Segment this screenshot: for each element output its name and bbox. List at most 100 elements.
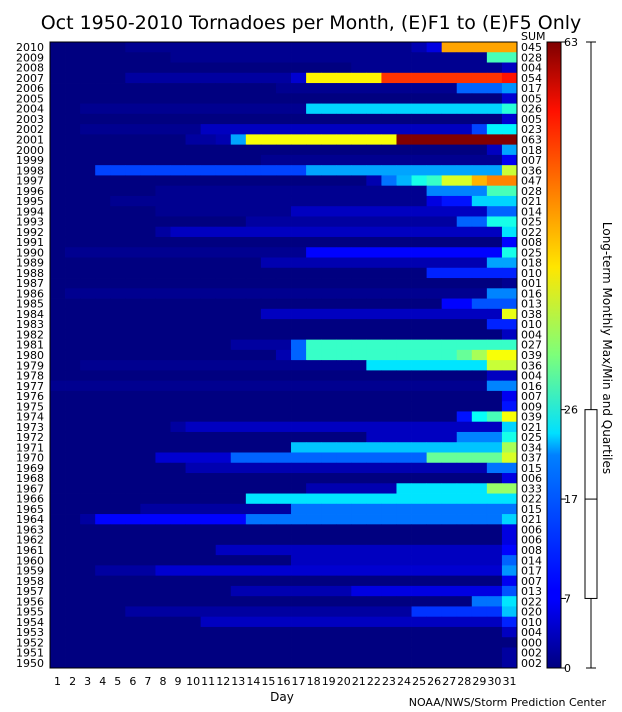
heat-cell: [366, 534, 382, 546]
heat-cell: [185, 144, 202, 156]
year-tick-label: 1999: [16, 154, 44, 167]
heat-cell: [200, 93, 217, 104]
heat-cell: [441, 339, 458, 351]
heat-cell: [366, 585, 382, 597]
heat-cell: [501, 411, 518, 423]
heat-cell: [351, 124, 367, 135]
heat-cell: [411, 596, 428, 607]
heat-cell: [95, 380, 111, 392]
heat-cell: [351, 360, 367, 371]
heat-cell: [471, 226, 488, 238]
heat-cell: [321, 565, 337, 577]
heat-cell: [291, 257, 307, 269]
heat-cell: [411, 473, 428, 484]
heat-cell: [275, 544, 292, 556]
year-tick-label: 1984: [16, 308, 44, 321]
heat-cell: [366, 134, 382, 146]
heat-cell: [351, 401, 367, 412]
heat-cell: [411, 144, 428, 156]
heat-cell: [170, 452, 186, 464]
sum-tick-label: 039: [521, 411, 542, 424]
heat-cell: [336, 62, 352, 74]
heat-cell: [110, 93, 126, 104]
heat-cell: [215, 483, 232, 494]
heat-cell: [230, 360, 247, 371]
heat-cell: [80, 431, 96, 443]
heat-cell: [306, 113, 322, 125]
heat-cell: [306, 606, 322, 618]
year-tick-label: 1971: [16, 441, 44, 454]
heat-cell: [366, 298, 382, 310]
heat-cell: [501, 596, 518, 607]
heat-cell: [471, 616, 488, 628]
heat-cell: [50, 226, 66, 238]
heat-cell: [170, 103, 186, 115]
heat-cell: [396, 144, 412, 156]
heat-cell: [366, 637, 382, 648]
heat-cell: [200, 575, 217, 587]
heat-cell: [291, 206, 307, 217]
heat-cell: [245, 185, 262, 197]
heat-cell: [336, 339, 352, 351]
heat-cell: [501, 370, 518, 382]
heat-cell: [486, 483, 503, 494]
heat-cell: [125, 42, 141, 53]
heat-cell: [366, 308, 382, 320]
sum-tick-label: 025: [521, 246, 542, 259]
heat-cell: [441, 575, 458, 587]
heat-cell: [486, 339, 503, 351]
heat-cell: [170, 493, 186, 505]
heat-cell: [336, 103, 352, 115]
heat-cell: [366, 216, 382, 228]
heat-cell: [140, 185, 156, 197]
heat-cell: [411, 349, 428, 361]
heat-cell: [185, 503, 202, 515]
heat-cell: [486, 93, 503, 104]
heat-cell: [260, 503, 277, 515]
heat-cell: [411, 175, 428, 187]
heat-cell: [501, 647, 518, 659]
heat-cell: [471, 431, 488, 443]
heat-cell: [456, 278, 473, 289]
heat-cell: [336, 637, 352, 648]
heat-cell: [306, 175, 322, 187]
heat-cell: [110, 195, 126, 207]
heat-cell: [321, 154, 337, 166]
heat-cell: [471, 411, 488, 423]
heat-cell: [396, 421, 412, 433]
heat-cell: [291, 185, 307, 197]
heat-cell: [456, 411, 473, 423]
heat-cell: [381, 195, 397, 207]
heat-cell: [426, 473, 443, 484]
heat-cell: [200, 154, 217, 166]
heat-cell: [215, 626, 232, 638]
colorbar-boxplot: [584, 41, 598, 669]
heat-cell: [95, 585, 111, 597]
heat-cell: [471, 514, 488, 525]
day-tick-label: 23: [382, 675, 396, 688]
heat-cell: [366, 247, 382, 258]
heat-cell: [456, 226, 473, 238]
heat-cell: [411, 575, 428, 587]
heat-cell: [411, 483, 428, 494]
heat-cell: [321, 360, 337, 371]
heat-cell: [501, 657, 518, 669]
heat-cell: [65, 42, 81, 53]
heat-cell: [381, 401, 397, 412]
heat-cell: [396, 534, 412, 546]
heat-cell: [306, 411, 322, 423]
heat-cell: [501, 257, 518, 269]
day-tick-label: 13: [231, 675, 245, 688]
heat-cell: [260, 257, 277, 269]
heat-cell: [411, 103, 428, 115]
heat-cell: [155, 616, 171, 628]
heat-cell: [275, 42, 292, 53]
heat-cell: [155, 360, 171, 371]
heat-cell: [426, 390, 443, 402]
heat-cell: [306, 134, 322, 146]
sum-tick-label: 025: [521, 216, 542, 229]
heat-cell: [200, 565, 217, 577]
heat-cell: [321, 647, 337, 659]
heat-cell: [471, 83, 488, 94]
heat-cell: [170, 83, 186, 94]
